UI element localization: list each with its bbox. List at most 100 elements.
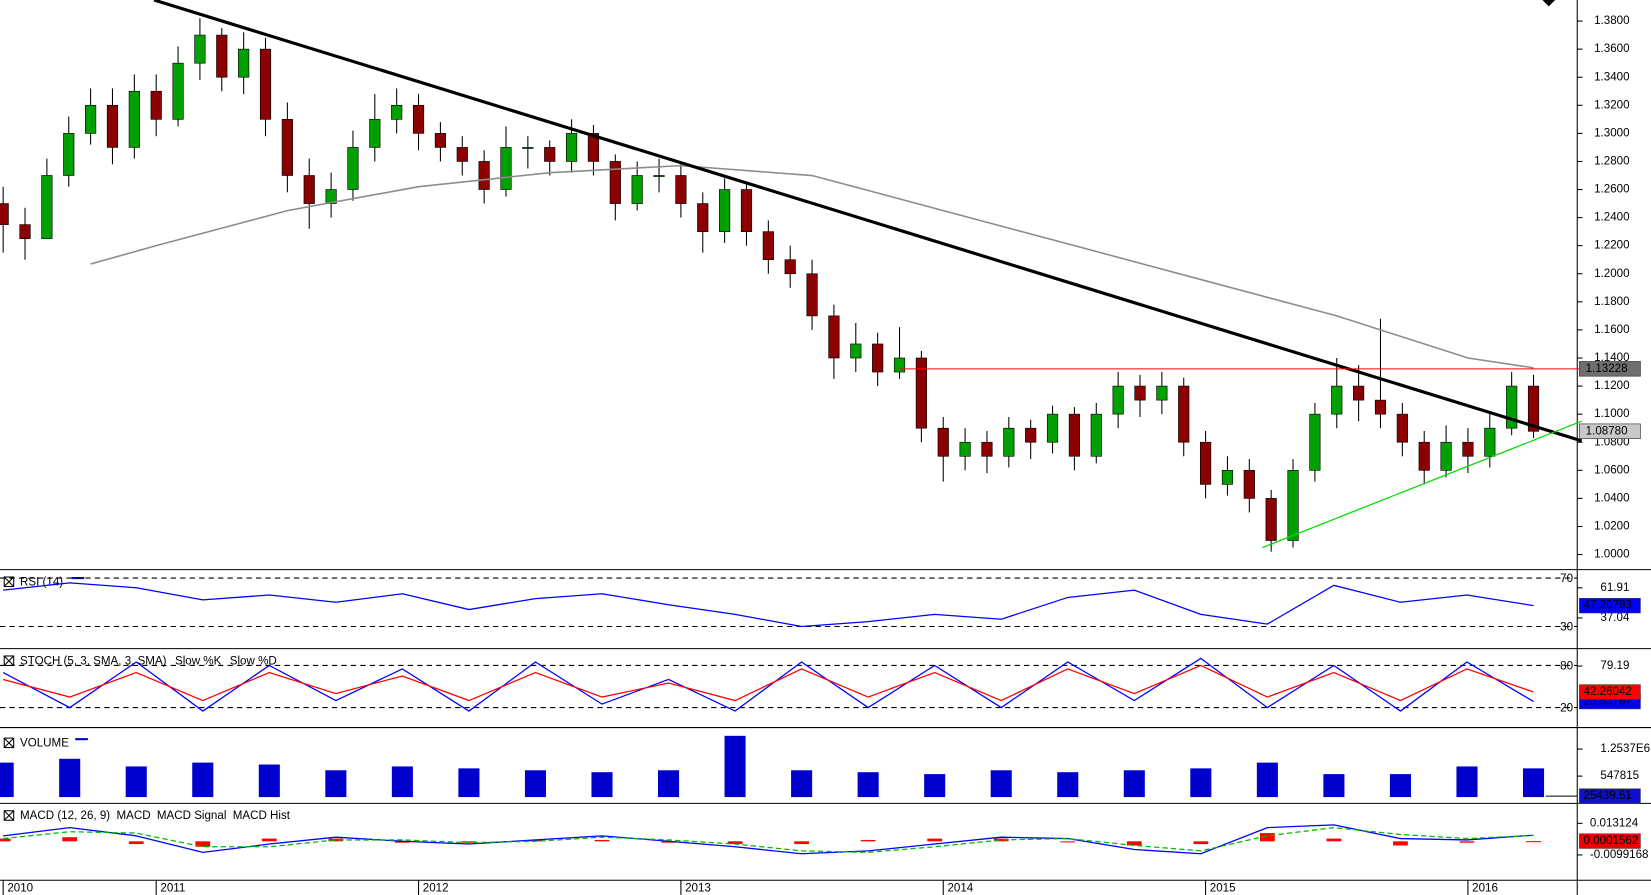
volume-bar (990, 770, 1012, 798)
candle-body (915, 357, 927, 429)
volume-bar (325, 770, 347, 798)
y-tick-label: 1.3200 (1594, 99, 1629, 111)
price-box-label: 1.13228 (1586, 363, 1628, 375)
candle-body (653, 175, 665, 177)
value-box-label: 47.20793 (1584, 600, 1632, 612)
candle-body (1331, 385, 1343, 415)
level-label: 80 (1560, 661, 1573, 673)
candle-body (1112, 385, 1124, 415)
macd-hist (993, 838, 1009, 842)
candle-body (719, 189, 731, 232)
candle-body (106, 104, 119, 148)
candle-body (762, 231, 774, 261)
y-tick-label: 1.2600 (1594, 184, 1629, 196)
volume-bar (1190, 768, 1212, 798)
volume-bar (1256, 762, 1278, 798)
candle-body (631, 175, 643, 204)
volume-bar (125, 766, 147, 798)
legend-label: MACD Signal (157, 810, 227, 822)
y-tick-label: 0.013124 (1590, 817, 1639, 829)
macd-hist (860, 839, 876, 842)
volume-bar (258, 764, 280, 798)
candle-body (740, 189, 753, 232)
candle-body (697, 203, 709, 232)
y-tick-label: 1.1800 (1594, 296, 1629, 308)
level-label: 20 (1560, 703, 1573, 715)
volume-bar (924, 774, 946, 798)
candle-body (216, 34, 228, 78)
volume-bar (791, 770, 813, 798)
candle-body (1265, 498, 1277, 541)
overlay-line (90, 164, 1534, 369)
x-tick-label: 2016 (1472, 883, 1498, 895)
series-line (3, 582, 1534, 628)
volume-bar (1389, 774, 1411, 798)
candle-body (806, 273, 818, 317)
macd-hist (1459, 841, 1475, 843)
price-box (1579, 361, 1641, 377)
x-tick-label: 2014 (947, 883, 973, 895)
candle-body (1527, 385, 1540, 432)
panel-icon (3, 737, 15, 748)
y-tick-label: 1.3400 (1594, 71, 1629, 83)
candle-body (303, 175, 315, 204)
y-tick-label: 1.2800 (1594, 156, 1629, 168)
value-box (1579, 598, 1641, 614)
panel-icon (3, 810, 15, 821)
y-tick-label: 37.04 (1600, 612, 1630, 624)
candle-body (937, 427, 949, 457)
level-label: 30 (1560, 622, 1573, 634)
value-box (1579, 684, 1641, 700)
legend-label: MACD Hist (233, 810, 291, 822)
candle-body (850, 343, 862, 359)
x-tick-label: 2015 (1210, 883, 1236, 895)
panel-title: MACD (12, 26, 9) (20, 810, 110, 822)
panel-icon (3, 737, 15, 749)
candle-body (194, 34, 206, 64)
candle-body (1025, 427, 1037, 443)
y-tick-label: 1.3000 (1594, 127, 1629, 139)
y-tick-label: 1.1200 (1594, 380, 1629, 392)
candle-body (85, 104, 97, 134)
y-tick-label: 79.19 (1600, 660, 1629, 672)
candle-body (1353, 385, 1365, 401)
y-tick-label: -0.0099168 (1590, 849, 1649, 861)
candle-body (1046, 413, 1059, 443)
candle-body (1287, 469, 1299, 541)
macd-hist (1259, 833, 1275, 842)
overlay-line (153, 0, 1583, 443)
x-tick-label: 2012 (423, 883, 449, 895)
panel-icon (3, 655, 15, 666)
macd-line (3, 824, 1534, 855)
y-tick-label: 1.2537E6 (1600, 743, 1650, 755)
y-tick-label: 1.0600 (1594, 464, 1629, 476)
candle-body (238, 48, 250, 78)
candle-body (369, 119, 381, 148)
macd-hist (395, 841, 410, 843)
candle-body (1506, 385, 1518, 429)
price-box-label: 1.08780 (1586, 425, 1628, 437)
candle-body (63, 133, 75, 176)
volume-bar (1456, 766, 1478, 798)
candle-body (412, 104, 425, 134)
candle-body (19, 224, 31, 239)
volume-bar (1522, 768, 1545, 798)
macd-hist (594, 839, 610, 842)
candle-body (1156, 385, 1168, 401)
candle-body (1374, 399, 1387, 415)
value-box-label: 25439.51 (1584, 790, 1632, 802)
candle-body (784, 259, 796, 275)
price-box (1579, 423, 1641, 439)
candle-body (1418, 441, 1430, 471)
panel-icon (3, 810, 15, 821)
candle-body (1309, 413, 1321, 471)
y-tick-label: 1.0200 (1594, 521, 1629, 533)
volume-bar (1057, 772, 1079, 798)
candle-body (1090, 413, 1102, 457)
macd-hist (195, 841, 211, 847)
series-line (2, 657, 1534, 712)
panel-icon (3, 576, 15, 587)
y-tick-label: 1.3800 (1594, 15, 1629, 27)
candle-body (128, 90, 140, 148)
